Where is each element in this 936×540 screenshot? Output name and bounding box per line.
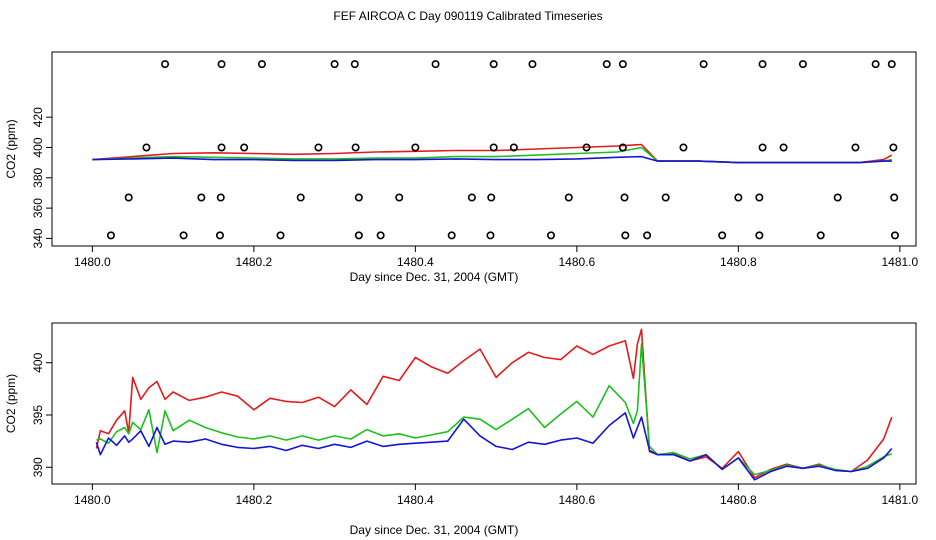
calibration-marker xyxy=(216,193,225,202)
calibration-marker xyxy=(509,143,518,152)
x-tick-label: 1481.0 xyxy=(881,493,918,507)
calibration-marker xyxy=(351,143,360,152)
top-panel: 1480.0 1480.2 1480.4 1480.6 1480.8 1481.0 340 3… xyxy=(4,51,919,284)
calibration-marker xyxy=(240,143,249,152)
calibration-marker xyxy=(816,231,825,240)
calibration-marker xyxy=(179,231,188,240)
y-tick-label: 380 xyxy=(31,167,45,187)
calibration-marker xyxy=(376,231,385,240)
x-tick-label: 1480.0 xyxy=(74,255,111,269)
calibration-marker xyxy=(489,143,498,152)
y-tick-label: 400 xyxy=(31,352,45,372)
calibration-marker xyxy=(197,193,206,202)
x-tick-label: 1480.8 xyxy=(720,255,757,269)
calibration-marker xyxy=(621,231,630,240)
calibration-marker xyxy=(602,60,611,69)
calibration-marker xyxy=(106,231,115,240)
calibration-marker xyxy=(890,193,899,202)
calibration-marker xyxy=(487,193,496,202)
calibration-marker xyxy=(643,231,652,240)
calibration-marker xyxy=(758,60,767,69)
plot-frame xyxy=(51,322,917,485)
calibration-marker xyxy=(489,60,498,69)
calibration-marker xyxy=(528,60,537,69)
calibration-marker xyxy=(447,231,456,240)
calibration-marker xyxy=(889,143,898,152)
calibration-marker xyxy=(779,143,788,152)
calibration-marker xyxy=(276,231,285,240)
calibration-marker xyxy=(124,193,133,202)
y-tick-label: 420 xyxy=(31,107,45,127)
calibration-marker xyxy=(699,60,708,69)
calibration-marker xyxy=(833,193,842,202)
calibration-marker xyxy=(217,60,226,69)
calibration-marker xyxy=(547,231,556,240)
x-tick-label: 1480.4 xyxy=(397,255,434,269)
calibration-marker xyxy=(486,231,495,240)
calibration-marker xyxy=(142,143,151,152)
calibration-marker xyxy=(411,143,420,152)
calibration-marker xyxy=(798,60,807,69)
x-tick-label: 1480.8 xyxy=(720,493,757,507)
calibration-marker xyxy=(354,231,363,240)
series-line-red xyxy=(95,328,893,479)
bottom-panel: 1480.0 1480.2 1480.4 1480.6 1480.8 1481.0 390 3… xyxy=(4,322,919,537)
x-tick-label: 1480.2 xyxy=(236,255,273,269)
calibration-marker xyxy=(887,60,896,69)
calibration-marker xyxy=(431,60,440,69)
calibration-marker xyxy=(755,193,764,202)
y-axis-label: CO2 (ppm) xyxy=(4,374,18,433)
calibration-marker xyxy=(734,193,743,202)
calibration-marker xyxy=(871,60,880,69)
calibration-marker xyxy=(350,60,359,69)
x-tick-label: 1480.2 xyxy=(236,493,273,507)
calibration-marker xyxy=(755,231,764,240)
series-line-green xyxy=(96,343,893,476)
y-tick-label: 395 xyxy=(31,405,45,425)
calibration-marker xyxy=(564,193,573,202)
calibration-marker xyxy=(217,143,226,152)
x-tick-label: 1480.4 xyxy=(397,493,434,507)
figure-title: FEF AIRCOA C Day 090119 Calibrated Times… xyxy=(333,9,603,23)
y-tick-label: 340 xyxy=(31,228,45,248)
series-line-blue xyxy=(92,155,892,164)
y-axis-label: CO2 (ppm) xyxy=(4,119,18,178)
calibration-marker xyxy=(296,193,305,202)
y-tick-label: 360 xyxy=(31,198,45,218)
calibration-marker xyxy=(851,143,860,152)
calibration-marker xyxy=(314,143,323,152)
calibration-marker xyxy=(618,60,627,69)
x-tick-label: 1481.0 xyxy=(881,255,918,269)
calibration-marker xyxy=(467,193,476,202)
calibration-marker xyxy=(620,193,629,202)
calibration-marker xyxy=(661,193,670,202)
calibration-marker xyxy=(582,143,591,152)
plot-frame xyxy=(51,51,917,247)
calibration-marker xyxy=(354,193,363,202)
calibration-marker xyxy=(215,231,224,240)
series-line-blue xyxy=(95,412,893,481)
calibration-marker xyxy=(161,60,170,69)
y-tick-label: 400 xyxy=(31,137,45,157)
calibration-marker xyxy=(330,60,339,69)
calibration-marker xyxy=(718,231,727,240)
calibration-marker xyxy=(257,60,266,69)
x-tick-label: 1480.6 xyxy=(559,255,596,269)
calibration-marker xyxy=(395,193,404,202)
calibration-marker xyxy=(891,231,900,240)
calibration-marker xyxy=(758,143,767,152)
x-axis-label: Day since Dec. 31, 2004 (GMT) xyxy=(350,270,519,284)
y-tick-label: 390 xyxy=(31,457,45,477)
x-axis-label: Day since Dec. 31, 2004 (GMT) xyxy=(350,523,519,537)
x-tick-label: 1480.6 xyxy=(559,493,596,507)
calibration-marker xyxy=(618,143,627,152)
x-tick-label: 1480.0 xyxy=(74,493,111,507)
calibration-marker xyxy=(679,143,688,152)
